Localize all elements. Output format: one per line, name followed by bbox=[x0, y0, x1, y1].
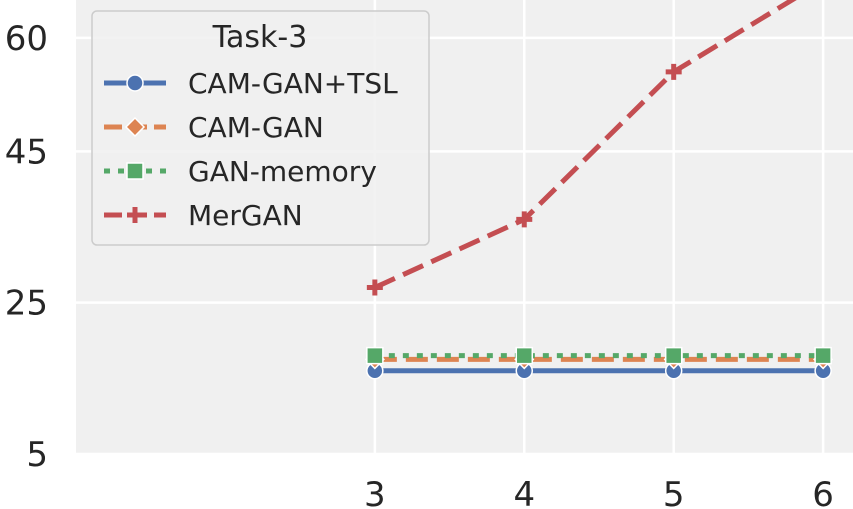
x-tick-label: 4 bbox=[513, 475, 535, 509]
data-point-marker bbox=[814, 346, 832, 365]
legend-marker bbox=[124, 116, 146, 138]
y-axis-ticks: 5 25 45 60 bbox=[5, 19, 48, 475]
legend-entry: CAM-GAN+TSL bbox=[104, 67, 398, 100]
y-tick-label: 45 bbox=[5, 132, 48, 172]
series-line bbox=[373, 0, 797, 290]
y-tick-label: 25 bbox=[5, 284, 48, 324]
legend-label: GAN-memory bbox=[188, 155, 377, 188]
data-point-marker bbox=[515, 346, 534, 365]
legend-entry: MerGAN bbox=[104, 199, 303, 232]
series-layer bbox=[364, 0, 834, 380]
legend-box bbox=[91, 10, 430, 246]
y-tick-label: 60 bbox=[5, 19, 48, 59]
legend-label: MerGAN bbox=[188, 199, 303, 232]
series-mergan bbox=[366, 0, 797, 296]
legend-marker bbox=[126, 162, 144, 180]
legend-label: CAM-GAN bbox=[188, 111, 324, 144]
x-tick-label: 5 bbox=[663, 475, 685, 509]
series-gan-memory bbox=[366, 346, 832, 365]
legend-entries: CAM-GAN+TSL CAM-GAN GAN-memory MerGAN bbox=[104, 67, 398, 232]
data-point-marker bbox=[366, 279, 383, 296]
legend-marker bbox=[126, 74, 144, 92]
data-point-marker bbox=[664, 346, 683, 365]
data-point-marker bbox=[366, 346, 384, 365]
legend-entry: CAM-GAN bbox=[104, 111, 324, 144]
y-tick-label: 5 bbox=[26, 435, 48, 475]
legend-label: CAM-GAN+TSL bbox=[188, 67, 398, 100]
series-cam-gan-tsl bbox=[366, 362, 832, 380]
data-point-marker bbox=[516, 211, 533, 228]
legend: Task-3 CAM-GAN+TSL CAM-GAN GAN-memory MerGA… bbox=[91, 10, 430, 246]
x-axis-ticks: 3 4 5 6 bbox=[364, 475, 834, 509]
legend-marker bbox=[127, 207, 143, 223]
legend-title: Task-3 bbox=[212, 20, 308, 55]
x-tick-label: 6 bbox=[812, 475, 834, 509]
x-tick-label: 3 bbox=[364, 475, 386, 509]
data-point-marker bbox=[665, 63, 682, 80]
legend-entry: GAN-memory bbox=[104, 155, 377, 188]
